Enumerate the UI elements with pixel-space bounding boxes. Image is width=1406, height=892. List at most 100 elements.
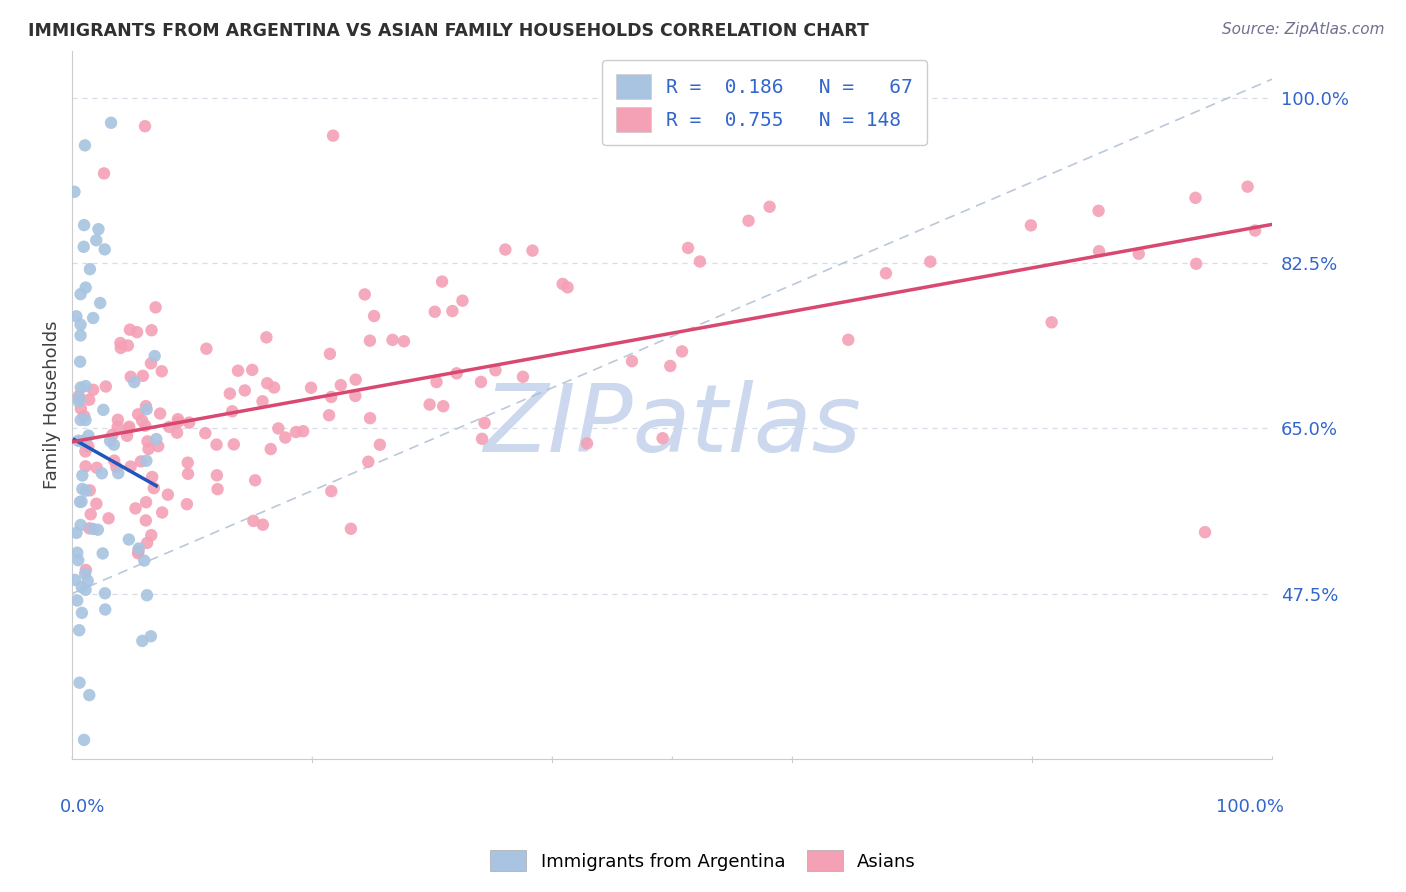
Point	[167, 412, 190, 426]
Point	[132, 368, 155, 383]
Point	[70, 580, 93, 594]
Point	[392, 334, 415, 349]
Point	[93, 166, 115, 180]
Point	[77, 392, 100, 407]
Point	[69, 380, 91, 394]
Point	[226, 364, 249, 378]
Point	[195, 342, 218, 356]
Point	[67, 391, 90, 405]
Point	[359, 334, 381, 348]
Point	[150, 364, 173, 378]
Point	[134, 418, 156, 433]
Point	[576, 436, 599, 450]
Point	[340, 522, 363, 536]
Point	[141, 528, 163, 542]
Point	[142, 481, 165, 495]
Point	[107, 420, 129, 434]
Point	[167, 415, 190, 429]
Point	[176, 497, 198, 511]
Point	[115, 429, 138, 443]
Point	[177, 456, 200, 470]
Legend: Immigrants from Argentina, Asians: Immigrants from Argentina, Asians	[482, 843, 924, 879]
Point	[129, 454, 152, 468]
Point	[1244, 223, 1267, 237]
Point	[67, 624, 90, 638]
Point	[1040, 315, 1063, 329]
Point	[1087, 203, 1109, 218]
Point	[65, 310, 87, 324]
Point	[470, 375, 492, 389]
Point	[100, 116, 122, 130]
Point	[67, 389, 90, 403]
Point	[267, 421, 290, 435]
Point	[69, 495, 91, 509]
Point	[75, 566, 97, 581]
Point	[125, 325, 148, 339]
Point	[87, 523, 110, 537]
Point	[75, 459, 97, 474]
Point	[179, 416, 201, 430]
Point	[103, 438, 125, 452]
Point	[207, 482, 229, 496]
Text: 0.0%: 0.0%	[60, 797, 105, 815]
Point	[423, 305, 446, 319]
Point	[69, 675, 91, 690]
Point	[344, 373, 367, 387]
Point	[363, 309, 385, 323]
Point	[689, 254, 711, 268]
Point	[67, 394, 90, 409]
Point	[118, 419, 141, 434]
Point	[157, 420, 180, 434]
Point	[86, 460, 108, 475]
Point	[135, 495, 157, 509]
Point	[254, 330, 277, 344]
Point	[141, 470, 163, 484]
Point	[69, 355, 91, 369]
Point	[67, 434, 90, 448]
Point	[512, 369, 534, 384]
Point	[128, 541, 150, 556]
Point	[620, 354, 643, 368]
Point	[120, 459, 142, 474]
Point	[75, 444, 97, 458]
Point	[93, 243, 115, 257]
Point	[135, 454, 157, 468]
Point	[233, 384, 256, 398]
Point	[430, 275, 453, 289]
Point	[441, 304, 464, 318]
Point	[274, 431, 297, 445]
Point	[758, 200, 780, 214]
Point	[65, 525, 87, 540]
Point	[118, 323, 141, 337]
Point	[127, 546, 149, 560]
Point	[285, 425, 308, 439]
Point	[156, 488, 179, 502]
Point	[134, 119, 156, 133]
Point	[329, 378, 352, 392]
Point	[117, 338, 139, 352]
Point	[90, 467, 112, 481]
Point	[177, 467, 200, 481]
Point	[118, 421, 141, 435]
Text: IMMIGRANTS FROM ARGENTINA VS ASIAN FAMILY HOUSEHOLDS CORRELATION CHART: IMMIGRANTS FROM ARGENTINA VS ASIAN FAMIL…	[28, 22, 869, 40]
Point	[124, 501, 146, 516]
Point	[82, 311, 104, 326]
Text: ZIPatlas: ZIPatlas	[484, 381, 862, 472]
Point	[205, 437, 228, 451]
Point	[86, 497, 108, 511]
Point	[77, 439, 100, 453]
Point	[101, 427, 124, 442]
Point	[70, 434, 93, 449]
Point	[252, 394, 274, 409]
Point	[98, 434, 121, 448]
Point	[87, 222, 110, 236]
Point	[75, 563, 97, 577]
Point	[425, 375, 447, 389]
Point	[75, 280, 97, 294]
Point	[69, 518, 91, 533]
Legend: R =  0.186   N =   67, R =  0.755   N = 148: R = 0.186 N = 67, R = 0.755 N = 148	[602, 61, 927, 145]
Point	[82, 383, 104, 397]
Point	[75, 413, 97, 427]
Point	[1088, 244, 1111, 259]
Point	[419, 398, 441, 412]
